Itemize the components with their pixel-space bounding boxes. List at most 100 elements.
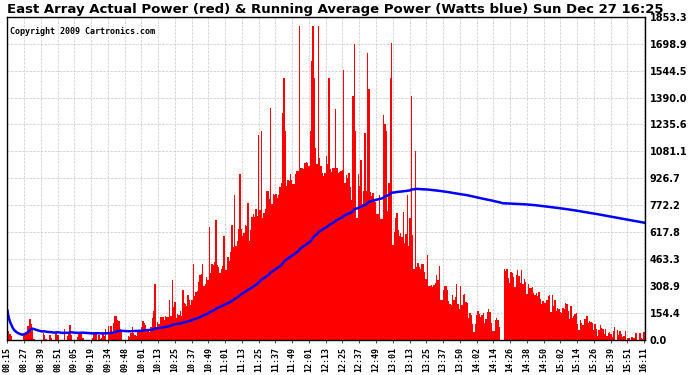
Bar: [93, 334, 95, 340]
Bar: [170, 316, 172, 340]
Bar: [565, 303, 566, 340]
Bar: [105, 328, 106, 340]
Bar: [404, 243, 406, 340]
Bar: [444, 286, 445, 340]
Bar: [112, 334, 113, 340]
Bar: [287, 180, 288, 340]
Bar: [307, 163, 308, 340]
Bar: [535, 293, 537, 340]
Bar: [77, 338, 79, 340]
Bar: [524, 279, 525, 340]
Bar: [633, 338, 634, 340]
Bar: [222, 266, 224, 340]
Bar: [635, 333, 637, 340]
Bar: [32, 330, 33, 340]
Bar: [237, 241, 238, 340]
Bar: [506, 269, 508, 340]
Bar: [172, 280, 173, 340]
Bar: [186, 306, 188, 340]
Bar: [193, 264, 194, 340]
Bar: [80, 332, 81, 340]
Bar: [456, 284, 457, 340]
Bar: [270, 108, 271, 340]
Bar: [214, 262, 215, 340]
Bar: [190, 305, 192, 340]
Bar: [479, 314, 480, 340]
Bar: [578, 330, 580, 340]
Bar: [10, 334, 11, 340]
Bar: [492, 331, 493, 340]
Bar: [568, 311, 569, 340]
Bar: [452, 296, 453, 340]
Bar: [600, 325, 601, 340]
Bar: [476, 315, 477, 340]
Bar: [457, 304, 459, 340]
Bar: [245, 225, 246, 340]
Bar: [189, 300, 190, 340]
Bar: [210, 273, 211, 340]
Bar: [528, 284, 529, 340]
Bar: [363, 191, 364, 340]
Bar: [508, 278, 509, 340]
Bar: [555, 311, 557, 340]
Bar: [148, 330, 149, 340]
Bar: [275, 195, 277, 340]
Bar: [621, 334, 622, 340]
Bar: [346, 175, 347, 340]
Bar: [274, 195, 275, 340]
Bar: [586, 316, 588, 340]
Bar: [402, 237, 403, 340]
Bar: [515, 286, 516, 340]
Bar: [26, 332, 27, 340]
Bar: [390, 78, 391, 340]
Bar: [228, 261, 230, 340]
Bar: [250, 230, 251, 340]
Bar: [368, 88, 370, 340]
Bar: [199, 276, 201, 340]
Bar: [469, 314, 471, 340]
Bar: [257, 216, 258, 340]
Bar: [558, 309, 560, 340]
Bar: [532, 287, 533, 340]
Bar: [298, 171, 299, 340]
Bar: [357, 174, 359, 340]
Bar: [30, 324, 32, 340]
Bar: [575, 312, 577, 340]
Bar: [396, 213, 397, 340]
Bar: [213, 265, 214, 340]
Bar: [610, 334, 611, 340]
Bar: [205, 285, 206, 340]
Bar: [377, 214, 379, 340]
Bar: [247, 203, 248, 340]
Bar: [462, 296, 464, 340]
Bar: [382, 219, 383, 340]
Bar: [526, 294, 528, 340]
Bar: [435, 282, 436, 340]
Bar: [217, 266, 218, 340]
Bar: [246, 226, 247, 340]
Bar: [258, 135, 259, 340]
Bar: [121, 331, 122, 340]
Bar: [318, 26, 319, 340]
Bar: [33, 339, 34, 340]
Bar: [297, 171, 298, 340]
Bar: [117, 320, 119, 340]
Bar: [142, 321, 144, 340]
Bar: [224, 236, 225, 340]
Bar: [355, 130, 356, 340]
Bar: [198, 282, 199, 340]
Bar: [498, 327, 500, 340]
Bar: [215, 219, 217, 340]
Bar: [442, 300, 443, 340]
Bar: [584, 319, 585, 340]
Bar: [607, 333, 609, 340]
Bar: [521, 270, 522, 340]
Bar: [446, 291, 448, 340]
Bar: [324, 173, 326, 340]
Bar: [350, 187, 351, 340]
Bar: [552, 295, 553, 340]
Bar: [391, 43, 392, 340]
Bar: [582, 325, 584, 340]
Bar: [538, 292, 540, 340]
Bar: [149, 332, 150, 340]
